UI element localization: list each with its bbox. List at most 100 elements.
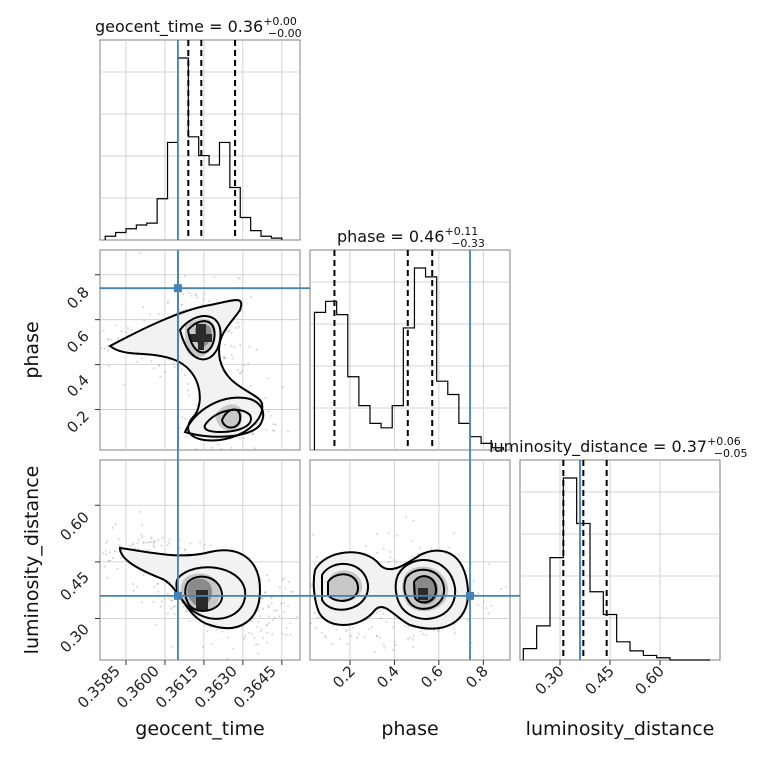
y-ticklabel-phase-3: 0.8	[63, 283, 93, 313]
distance-phase-density-4	[418, 588, 428, 600]
distance-phase-point-107	[382, 612, 385, 615]
distance-time-point-323	[231, 647, 234, 650]
distance-phase-contour-8	[394, 559, 457, 620]
distance-time-point-77	[167, 541, 170, 544]
distance-time-point-193	[262, 608, 264, 611]
truth-markers	[100, 40, 581, 660]
phase-time-point-49	[158, 364, 161, 367]
phase-time-density-4	[215, 404, 243, 431]
y-axis-label-phase: phase	[21, 321, 43, 378]
distance-phase-point-2	[367, 628, 370, 631]
distance-time-point-331	[267, 615, 270, 618]
phase-time-point-223	[213, 276, 216, 279]
phase-time-point-54	[103, 347, 106, 350]
distance-time-truth-marker	[173, 591, 182, 600]
distance-time-point-45	[168, 538, 171, 541]
distance-time-point-91	[188, 620, 191, 623]
phase-time-density-0	[110, 300, 263, 441]
distance-time-point-203	[203, 543, 206, 546]
distance-time-point-304	[267, 604, 270, 607]
distance-time-point-276	[270, 597, 273, 600]
distance-time-point-70	[142, 541, 145, 544]
phase-time-point-187	[157, 312, 160, 315]
distance-time-point-309	[210, 643, 213, 646]
phase-time-contour-7	[186, 320, 216, 354]
distance-phase-point-14	[335, 628, 338, 631]
distance-time-point-52	[141, 536, 144, 539]
distance-phase-point-55	[331, 643, 334, 645]
phase-time-point-172	[237, 276, 240, 279]
distance-phase-point-269	[505, 585, 508, 588]
distance-time-point-280	[210, 626, 213, 629]
distance-time-point-128	[185, 610, 188, 612]
phase-time-point-154	[228, 330, 231, 333]
panel-geocent-time-hist-frame	[99, 39, 301, 241]
phase-time-point-278	[208, 300, 211, 302]
distance-phase-point-141	[352, 626, 354, 629]
distance-phase-point-74	[323, 635, 326, 638]
distance-time-point-310	[257, 643, 259, 646]
phase-time-point-190	[149, 313, 151, 316]
distance-phase-point-159	[356, 636, 359, 639]
phase-time-point-256	[247, 362, 250, 365]
phase-time-point-208	[202, 298, 205, 301]
distance-time-point-93	[132, 589, 135, 592]
contour-lines	[108, 299, 470, 630]
phase-time-point-322	[184, 417, 187, 420]
distance-phase-point-225	[490, 605, 493, 607]
distance-phase-point-80	[376, 635, 379, 638]
phase-time-point-209	[139, 252, 142, 255]
distance-time-point-73	[102, 552, 105, 555]
distance-phase-point-238	[382, 643, 385, 646]
distance-phase-point-200	[454, 632, 457, 635]
phase-time-point-354	[274, 423, 277, 426]
distance-phase-point-123	[385, 620, 388, 623]
distance-phase-point-91	[350, 635, 353, 638]
distance-phase-point-178	[470, 641, 473, 644]
phase-time-point-265	[181, 416, 184, 419]
distance-time-point-156	[184, 549, 186, 552]
grid-lines	[100, 40, 720, 660]
distance-phase-contour-6	[321, 562, 370, 611]
distance-phase-point-111	[365, 545, 367, 547]
phase-time-point-257	[240, 371, 243, 374]
distance-time-point-219	[170, 607, 173, 610]
distance-time-point-271	[265, 624, 268, 627]
distance-time-point-59	[107, 559, 110, 562]
distance-time-point-141	[161, 536, 164, 539]
y-ticklabels-phase: 0.2 0.4 0.6 0.8	[63, 283, 93, 437]
phase-time-point-203	[196, 296, 199, 299]
distance-phase-point-237	[477, 592, 480, 595]
phase-time-point-261	[223, 357, 226, 360]
distance-phase-point-245	[404, 625, 407, 628]
distance-time-point-72	[103, 565, 106, 568]
distance-time-point-246	[284, 587, 287, 590]
phase-time-point-345	[179, 427, 182, 430]
distance-phase-point-109	[365, 619, 368, 622]
distance-time-point-235	[136, 585, 138, 588]
distance-time-point-20	[118, 544, 121, 547]
distance-time-point-343	[248, 631, 251, 634]
phase-time-point-26	[140, 357, 143, 360]
distance-time-point-261	[226, 636, 229, 639]
distance-time-point-1	[114, 550, 116, 553]
distance-phase-point-162	[320, 631, 323, 634]
distance-phase-point-137	[376, 551, 379, 554]
y-ticklabel-distance-1: 0.45	[56, 568, 92, 604]
distance-phase-point-85	[375, 635, 378, 638]
distance-time-point-74	[150, 538, 153, 540]
phase-time-point-78	[135, 360, 138, 363]
distance-phase-point-323	[406, 637, 409, 640]
y-ticklabel-distance-0: 0.30	[56, 620, 92, 656]
x-ticklabel-phase-1: 0.4	[373, 662, 403, 692]
distance-phase-point-9	[387, 531, 390, 534]
distance-time-point-179	[142, 574, 145, 577]
distance-time-point-30	[153, 540, 156, 543]
distance-time-point-19	[118, 538, 121, 541]
distance-time-point-120	[156, 582, 159, 585]
phase-time-point-0	[255, 348, 258, 351]
phase-time-point-192	[180, 368, 183, 371]
phase-time-point-359	[251, 433, 254, 436]
distance-time-point-349	[260, 628, 263, 631]
phase-time-point-11	[106, 349, 109, 352]
